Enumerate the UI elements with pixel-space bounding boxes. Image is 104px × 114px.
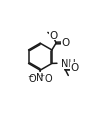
Text: +: +: [40, 73, 45, 78]
Text: O: O: [28, 73, 36, 83]
Text: O: O: [49, 30, 58, 40]
Text: −: −: [27, 73, 33, 79]
Text: O: O: [44, 73, 52, 83]
Text: NH: NH: [61, 59, 75, 69]
Text: O: O: [71, 62, 79, 72]
Text: O: O: [62, 38, 70, 48]
Text: N: N: [36, 72, 44, 82]
